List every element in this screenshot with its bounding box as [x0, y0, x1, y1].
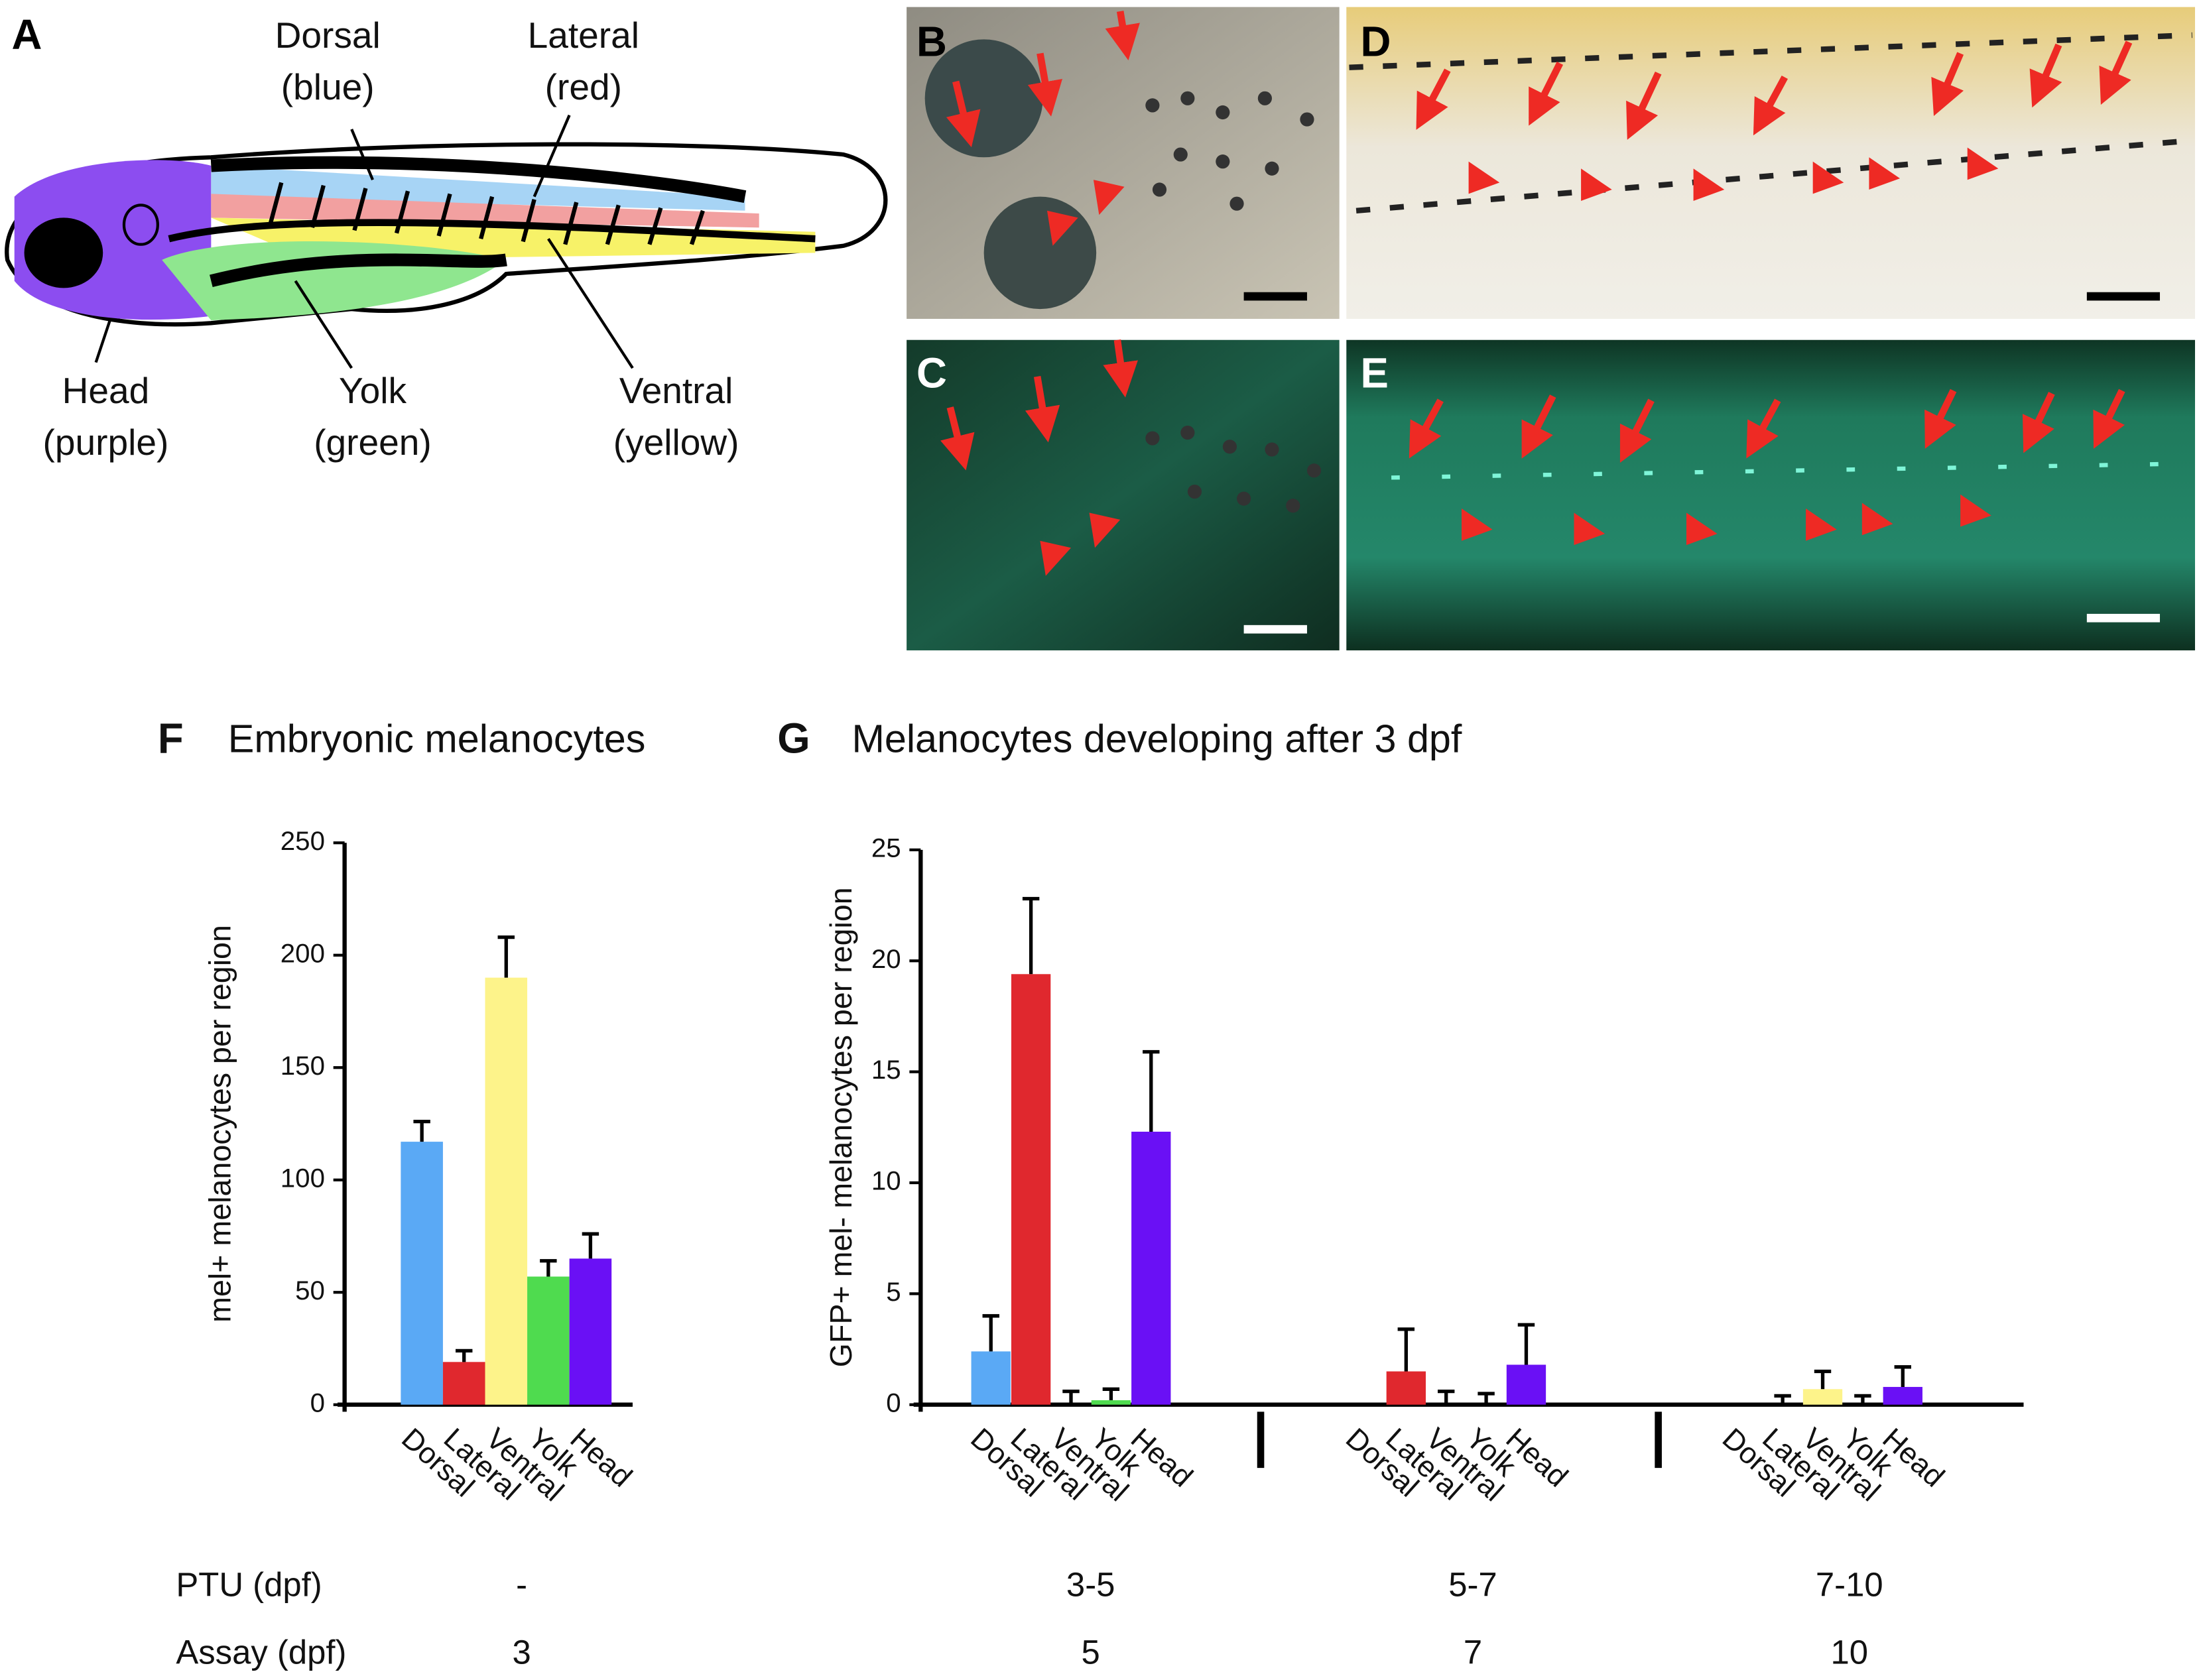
panel-label: E: [1360, 350, 1388, 397]
y-tick-label: 10: [871, 1166, 901, 1196]
diagram-label: Yolk: [339, 370, 407, 411]
error-bar: [1854, 1394, 1871, 1405]
bar: [1131, 1131, 1171, 1405]
bar: [1011, 974, 1051, 1405]
error-bar: [540, 1259, 557, 1277]
error-bar: [1774, 1394, 1791, 1405]
error-bar: [456, 1349, 473, 1362]
photo-d: [1346, 7, 2195, 319]
diagram-label: (red): [545, 66, 622, 107]
y-tick-label: 25: [871, 833, 901, 863]
error-bar: [1478, 1392, 1495, 1405]
bar: [569, 1258, 612, 1405]
y-tick-label: 0: [886, 1388, 901, 1417]
error-bar: [582, 1232, 599, 1259]
row-label: PTU (dpf): [176, 1566, 322, 1604]
panel-label: D: [1360, 19, 1391, 66]
panel-label: G: [777, 715, 810, 762]
y-tick-label: 50: [295, 1276, 325, 1305]
y-tick-label: 100: [281, 1163, 325, 1193]
error-bar: [982, 1314, 999, 1352]
bar: [1091, 1400, 1131, 1405]
error-bar: [497, 935, 515, 978]
bar: [442, 1362, 485, 1405]
error-bar: [1437, 1389, 1455, 1405]
cell: 7: [1464, 1633, 1482, 1671]
diagram-label: Lateral: [528, 15, 639, 56]
cell: 5-7: [1448, 1566, 1497, 1604]
diagram-label: Dorsal: [275, 15, 381, 56]
diagram-label: (blue): [281, 66, 375, 107]
y-axis-label: mel+ melanocytes per region: [203, 925, 237, 1323]
bar: [485, 977, 528, 1405]
row-label: Assay (dpf): [176, 1633, 346, 1671]
panel-label: A: [11, 11, 42, 58]
y-tick-label: 5: [886, 1277, 901, 1307]
error-bar: [413, 1119, 430, 1142]
error-bar: [1814, 1369, 1832, 1390]
diagram-label: (green): [314, 422, 432, 463]
error-bar: [1143, 1050, 1160, 1132]
bar: [1802, 1389, 1843, 1405]
panel-label: F: [158, 715, 184, 762]
error-bar: [1102, 1387, 1120, 1401]
error-bar: [1022, 896, 1040, 975]
y-tick-label: 15: [871, 1055, 901, 1085]
cell: 3-5: [1066, 1566, 1115, 1604]
photo-e: [1346, 339, 2195, 650]
cell: 5: [1082, 1633, 1100, 1671]
error-bar: [1894, 1365, 1912, 1387]
diagram-label: (yellow): [613, 422, 739, 463]
diagram-label: (purple): [43, 422, 169, 463]
panel-label: B: [916, 19, 947, 66]
y-tick-label: 150: [281, 1051, 325, 1081]
bar: [527, 1276, 570, 1405]
y-tick-label: 200: [281, 938, 325, 968]
cell: 7-10: [1816, 1566, 1883, 1604]
diagram-label: Head: [62, 370, 150, 411]
bar: [1883, 1386, 1922, 1405]
bar: [971, 1351, 1011, 1405]
error-bar: [1397, 1327, 1415, 1372]
cell: 10: [1831, 1633, 1869, 1671]
chart-title: Melanocytes developing after 3 dpf: [851, 716, 1462, 760]
photo-panels: [907, 7, 2195, 650]
chart-title: Embryonic melanocytes: [228, 716, 646, 760]
error-bar: [1062, 1389, 1080, 1405]
y-axis-label: GFP+ mel- melanocytes per region: [824, 887, 858, 1367]
diagram-label: Ventral: [619, 370, 733, 411]
y-tick-label: 0: [310, 1388, 325, 1417]
y-tick-label: 250: [281, 826, 325, 856]
cell: 3: [512, 1633, 531, 1671]
bar: [1506, 1364, 1546, 1405]
bar: [401, 1142, 443, 1405]
error-bar: [1517, 1323, 1535, 1365]
panel-label: C: [916, 350, 947, 397]
bar: [1386, 1371, 1426, 1405]
cell: -: [516, 1566, 527, 1604]
fish-diagram: [5, 114, 888, 369]
y-tick-label: 20: [871, 944, 901, 974]
